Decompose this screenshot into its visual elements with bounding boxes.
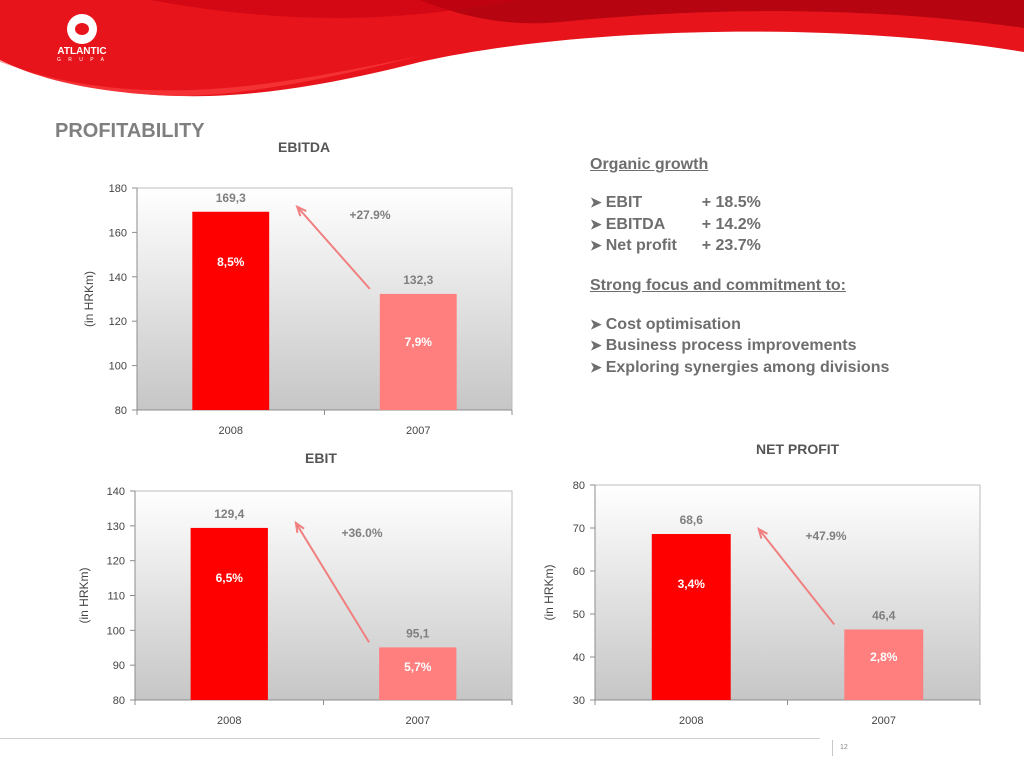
y-tick-label: 100 xyxy=(107,625,125,637)
y-tick-label: 30 xyxy=(573,695,585,707)
value-label: 169,3 xyxy=(216,191,246,205)
page-title: PROFITABILITY xyxy=(55,120,205,142)
arrow-bullet-icon: ➤ xyxy=(590,337,602,353)
y-tick-label: 50 xyxy=(573,609,585,621)
growth-arrow-head xyxy=(757,527,768,539)
growth-arrow-head xyxy=(294,520,305,533)
logo-wave-icon xyxy=(67,14,97,44)
y-tick-label: 120 xyxy=(109,316,127,328)
value-label: 68,6 xyxy=(680,513,704,527)
x-tick-label: 2007 xyxy=(406,425,430,437)
y-tick-label: 80 xyxy=(113,695,125,707)
arrow-bullet-icon: ➤ xyxy=(590,215,602,232)
metric-name: Net profit xyxy=(605,237,677,254)
logo-subname: G R U P A xyxy=(57,57,107,63)
x-tick-label: 2007 xyxy=(872,715,896,727)
margin-label: 3,4% xyxy=(678,577,706,591)
y-tick-label: 100 xyxy=(109,361,127,373)
focus-list: ➤ Cost optimisation ➤ Business process imp… xyxy=(590,314,889,379)
growth-arrow xyxy=(296,206,371,290)
value-label: 46,4 xyxy=(872,608,896,622)
growth-label: +27.9% xyxy=(349,208,390,222)
bar-2008 xyxy=(192,211,270,410)
arrow-bullet-icon: ➤ xyxy=(590,194,602,210)
page-number: 12 xyxy=(840,744,848,751)
y-tick-label: 130 xyxy=(107,521,125,533)
y-axis-label: (in HRKm) xyxy=(77,567,91,623)
arrow-bullet-icon: ➤ xyxy=(590,237,602,253)
metric-value: + 23.7% xyxy=(701,237,761,254)
y-tick-label: 90 xyxy=(113,660,125,672)
bar-2007 xyxy=(379,293,457,410)
notes-panel: Organic growth ➤ EBIT + 18.5% ➤ EBITDA + 14.… xyxy=(590,156,889,378)
company-logo: ATLANTIC G R U P A xyxy=(52,14,112,63)
y-tick-label: 110 xyxy=(107,591,125,603)
y-tick-label: 140 xyxy=(107,486,125,498)
bar-2007 xyxy=(844,629,924,700)
growth-arrow xyxy=(295,522,370,643)
organic-growth-heading: Organic growth xyxy=(590,156,709,173)
x-tick-label: 2008 xyxy=(219,425,243,437)
y-tick-label: 180 xyxy=(109,183,127,195)
y-tick-label: 80 xyxy=(573,480,585,492)
focus-item-label: Cost optimisation xyxy=(605,315,741,333)
metric-item-ebitda: ➤ EBITDA + 14.2% xyxy=(590,214,889,236)
focus-item-label: Business process improvements xyxy=(605,337,857,354)
logo-name: ATLANTIC xyxy=(57,46,107,57)
focus-item-label: Exploring synergies among divisions xyxy=(605,358,890,376)
y-tick-label: 160 xyxy=(109,227,127,239)
bar-2007 xyxy=(379,647,457,700)
growth-label: +47.9% xyxy=(805,529,846,543)
growth-label: +36.0% xyxy=(341,526,382,540)
metric-name: EBITDA xyxy=(605,215,666,233)
arrow-bullet-icon: ➤ xyxy=(590,315,602,332)
focus-heading: Strong focus and commitment to: xyxy=(590,276,846,294)
margin-label: 5,7% xyxy=(404,660,432,674)
footer-separator xyxy=(832,740,833,756)
x-tick-label: 2008 xyxy=(679,715,703,727)
y-tick-label: 120 xyxy=(107,556,125,568)
x-tick-label: 2008 xyxy=(217,715,241,727)
growth-arrow-head xyxy=(295,204,307,217)
focus-item: ➤ Exploring synergies among divisions xyxy=(590,357,889,379)
metric-name: EBIT xyxy=(605,194,643,211)
bar-2008 xyxy=(190,527,268,700)
bar-2008 xyxy=(651,534,731,700)
y-tick-label: 70 xyxy=(573,523,585,535)
metric-value: + 18.5% xyxy=(701,194,761,211)
net-profit-chart-title: NET PROFIT xyxy=(756,441,840,457)
arrow-bullet-icon: ➤ xyxy=(590,358,602,375)
value-label: 95,1 xyxy=(406,626,430,640)
y-tick-label: 140 xyxy=(109,272,127,284)
y-tick-label: 60 xyxy=(573,566,585,578)
y-axis-label: (in HRKm) xyxy=(82,271,96,327)
ebitda-chart-title: EBITDA xyxy=(278,139,331,155)
metric-item-ebit: ➤ EBIT + 18.5% xyxy=(590,192,889,214)
value-label: 129,4 xyxy=(214,507,244,521)
x-tick-label: 2007 xyxy=(406,715,430,727)
metric-item-net-profit: ➤ Net profit + 23.7% xyxy=(590,235,889,257)
margin-label: 7,9% xyxy=(405,335,433,349)
header-banner xyxy=(0,0,1024,97)
footer-divider xyxy=(0,738,820,739)
margin-label: 8,5% xyxy=(217,255,245,269)
metric-list: ➤ EBIT + 18.5% ➤ EBITDA + 14.2% ➤ Net profit +… xyxy=(590,192,889,257)
growth-arrow xyxy=(757,528,836,626)
value-label: 132,3 xyxy=(403,273,433,287)
margin-label: 6,5% xyxy=(216,571,244,585)
metric-value: + 14.2% xyxy=(701,215,761,233)
ebit-chart-title: EBIT xyxy=(305,450,337,466)
y-tick-label: 80 xyxy=(115,405,127,417)
y-tick-label: 40 xyxy=(573,652,585,664)
margin-label: 2,8% xyxy=(870,650,898,664)
focus-item: ➤ Business process improvements xyxy=(590,335,889,357)
y-axis-label: (in HRKm) xyxy=(542,564,556,620)
focus-item: ➤ Cost optimisation xyxy=(590,314,889,336)
